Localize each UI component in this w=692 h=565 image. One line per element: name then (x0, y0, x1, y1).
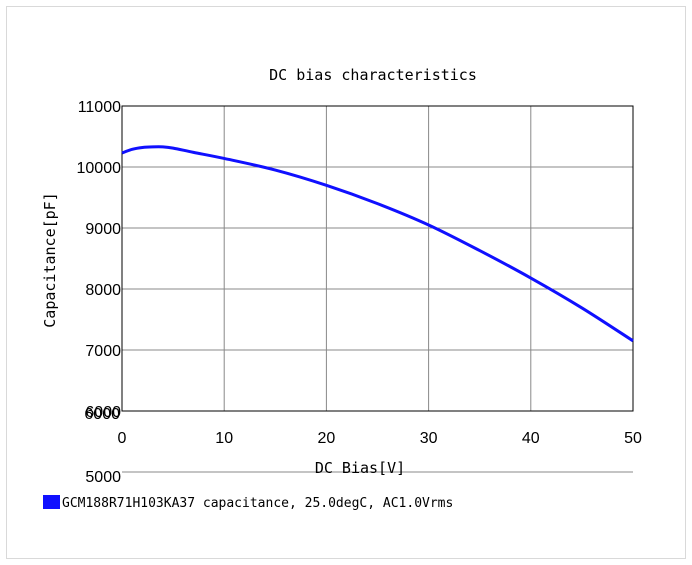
y-tick-label-2: 8000 (85, 282, 121, 299)
y-tick-label-3: 9000 (85, 221, 121, 238)
series-line-0 (121, 145, 634, 343)
legend-swatch (43, 495, 60, 509)
series-group (121, 145, 634, 343)
plot-area (121, 105, 634, 412)
x-tick-label-3: 30 (420, 430, 438, 447)
y-tick-label-lower: 5000 (85, 469, 121, 486)
y-tick-label-4: 10000 (77, 160, 122, 177)
y-axis-label: Capacitance[pF] (41, 192, 59, 327)
x-tick-label-4: 40 (522, 430, 540, 447)
y-tick-label-overlap: 6000 (84, 406, 120, 423)
y-tick-label-1: 7000 (85, 343, 121, 360)
legend-label: GCM188R71H103KA37 capacitance, 25.0degC,… (62, 496, 453, 511)
y-tick-label-5: 11000 (78, 99, 121, 116)
x-tick-label-2: 20 (318, 430, 336, 447)
legend: GCM188R71H103KA37 capacitance, 25.0degC,… (43, 495, 453, 511)
x-tick-label-0: 0 (118, 430, 127, 447)
x-tick-label-1: 10 (215, 430, 233, 447)
chart-title: DC bias characteristics (269, 66, 477, 84)
grid (121, 105, 634, 412)
x-tick-labels: 0 10 20 30 40 50 (118, 430, 642, 447)
x-tick-label-5: 50 (624, 430, 642, 447)
chart-frame (6, 6, 686, 559)
y-tick-label-0: 6000 (85, 404, 121, 421)
x-axis-label: DC Bias[V] (315, 459, 405, 477)
